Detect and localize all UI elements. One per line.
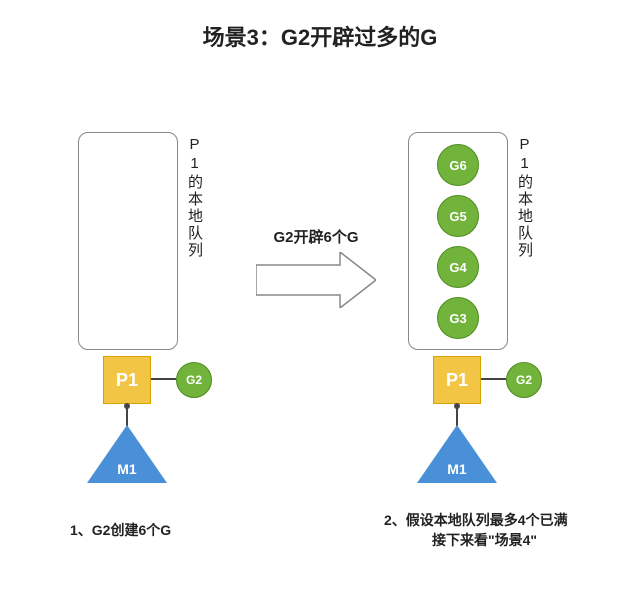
- right-connector-pm: [456, 404, 458, 426]
- arrow-icon: [256, 252, 376, 308]
- left-g2-circle: G2: [176, 362, 212, 398]
- left-caption: 1、G2创建6个G: [70, 520, 171, 540]
- left-p-box: P1: [103, 356, 151, 404]
- right-queue-g-g3: G3: [437, 297, 479, 339]
- left-connector-pg: [151, 378, 176, 380]
- right-queue-g-g4: G4: [437, 246, 479, 288]
- left-m-label: M1: [87, 461, 167, 477]
- right-queue-label: P1的本地队列: [514, 136, 535, 259]
- right-g2-circle: G2: [506, 362, 542, 398]
- arrow-label: G2开辟6个G: [256, 226, 376, 247]
- left-queue-box: [78, 132, 178, 350]
- right-connector-pg: [481, 378, 506, 380]
- right-queue-g-g6: G6: [437, 144, 479, 186]
- right-queue-g-g5: G5: [437, 195, 479, 237]
- diagram-title: 场景3：G2开辟过多的G: [0, 20, 640, 52]
- right-m-label: M1: [417, 461, 497, 477]
- left-connector-pm: [126, 404, 128, 426]
- right-caption-2: 接下来看"场景4": [432, 530, 537, 550]
- right-p-box: P1: [433, 356, 481, 404]
- right-caption-1: 2、假设本地队列最多4个已满: [384, 510, 568, 530]
- left-queue-label: P1的本地队列: [184, 136, 205, 259]
